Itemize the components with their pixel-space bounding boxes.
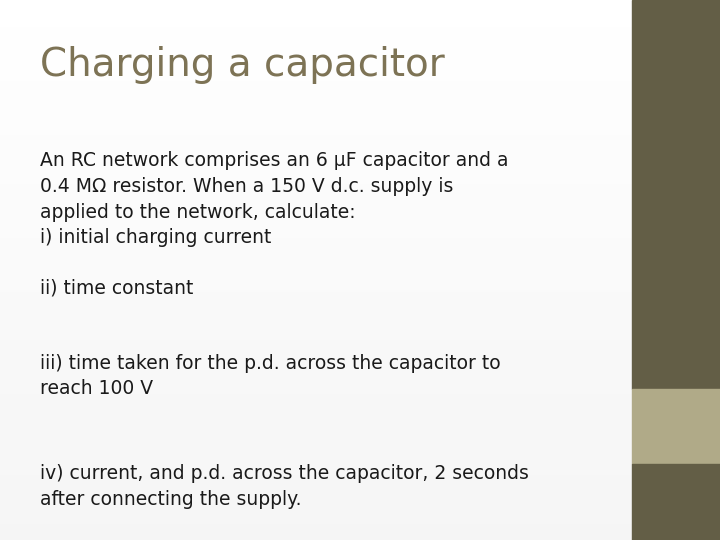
Bar (632, 0, 720, 389)
Text: ii) time constant: ii) time constant (40, 278, 193, 297)
Text: An RC network comprises an 6 μF capacitor and a
0.4 MΩ resistor. When a 150 V d.: An RC network comprises an 6 μF capacito… (40, 151, 508, 247)
Text: iv) current, and p.d. across the capacitor, 2 seconds
after connecting the suppl: iv) current, and p.d. across the capacit… (40, 464, 528, 509)
Bar (632, 389, 720, 464)
Text: Charging a capacitor: Charging a capacitor (40, 46, 444, 84)
Bar (632, 464, 720, 540)
Text: iii) time taken for the p.d. across the capacitor to
reach 100 V: iii) time taken for the p.d. across the … (40, 354, 500, 399)
